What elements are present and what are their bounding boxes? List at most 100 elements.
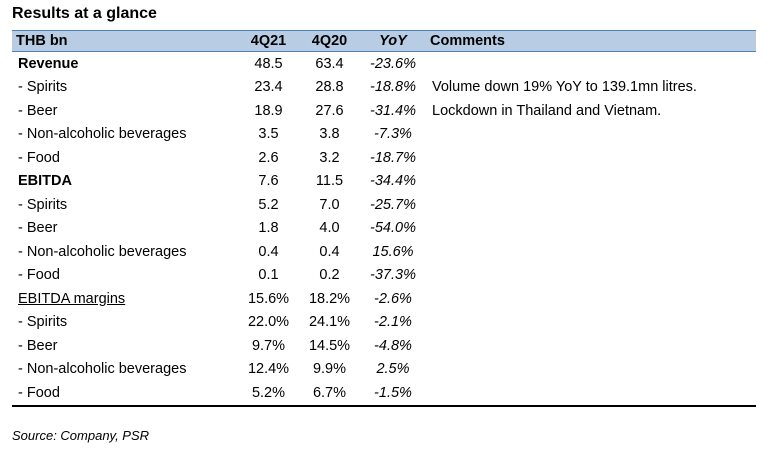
row-value-yoy: 15.6% — [372, 243, 414, 260]
row-comment — [426, 146, 756, 170]
row-value-yoy: -37.3% — [370, 267, 416, 284]
row-label: - Non-alcoholic beverages — [18, 126, 187, 143]
row-value-4q20: 3.2 — [319, 149, 340, 166]
table-row: - Spirits 23.4 28.8 -18.8% Volume down 1… — [12, 76, 756, 100]
row-label: EBITDA — [18, 173, 72, 190]
row-comment — [426, 311, 756, 335]
header-comments: Comments — [426, 30, 756, 52]
row-value-4q20: 27.6 — [315, 102, 344, 119]
row-value-4q20: 3.8 — [319, 126, 340, 143]
row-value-4q21: 3.5 — [258, 126, 279, 143]
row-value-4q21: 48.5 — [254, 55, 283, 72]
table-row: - Spirits 5.2 7.0 -25.7% — [12, 193, 756, 217]
row-value-yoy: -1.5% — [360, 381, 426, 407]
row-label: - Spirits — [18, 79, 68, 96]
table-row: - Spirits 22.0% 24.1% -2.1% — [12, 311, 756, 335]
row-comment — [426, 170, 756, 194]
table-row: - Beer 1.8 4.0 -54.0% — [12, 217, 756, 241]
header-4q21: 4Q21 — [238, 30, 299, 52]
row-comment — [426, 193, 756, 217]
table-row: - Non-alcoholic beverages 12.4% 9.9% 2.5… — [12, 358, 756, 382]
row-value-4q20: 24.1% — [308, 314, 351, 331]
row-comment — [426, 334, 756, 358]
table-row: - Beer 18.9 27.6 -31.4% Lockdown in Thai… — [12, 99, 756, 123]
table-row: - Food 2.6 3.2 -18.7% — [12, 146, 756, 170]
table-header-row: THB bn 4Q21 4Q20 YoY Comments — [12, 30, 756, 52]
row-label: - Food — [12, 381, 238, 407]
row-value-4q21: 5.2 — [258, 196, 279, 213]
row-value-4q20: 11.5 — [315, 173, 344, 190]
row-value-4q20: 0.2 — [319, 267, 340, 284]
source-note: Source: Company, PSR — [12, 428, 150, 443]
row-label: - Beer — [18, 102, 58, 119]
page-title: Results at a glance — [12, 5, 157, 22]
results-table: THB bn 4Q21 4Q20 YoY Comments Revenue 48… — [12, 30, 756, 407]
table-row: EBITDA 7.6 11.5 -34.4% — [12, 170, 756, 194]
row-comment — [426, 287, 756, 311]
row-label: - Beer — [18, 337, 58, 354]
row-comment — [426, 52, 756, 76]
row-value-yoy: -18.8% — [370, 79, 416, 96]
row-value-4q21: 15.6% — [247, 290, 290, 307]
row-label: - Non-alcoholic beverages — [18, 243, 187, 260]
row-label: - Spirits — [18, 314, 68, 331]
header-label: THB bn — [12, 30, 238, 52]
row-value-4q20: 18.2% — [308, 290, 351, 307]
results-table-container: THB bn 4Q21 4Q20 YoY Comments Revenue 48… — [12, 30, 756, 407]
row-value-yoy: -4.8% — [374, 337, 412, 354]
row-value-yoy: -18.7% — [370, 149, 416, 166]
table-row: EBITDA margins 15.6% 18.2% -2.6% — [12, 287, 756, 311]
row-value-4q20: 4.0 — [319, 220, 340, 237]
row-value-4q21: 1.8 — [258, 220, 279, 237]
row-value-4q20: 7.0 — [319, 196, 340, 213]
row-label: - Food — [18, 149, 60, 166]
table-row: Revenue 48.5 63.4 -23.6% — [12, 52, 756, 76]
row-comment — [426, 217, 756, 241]
row-value-4q20: 6.7% — [299, 381, 360, 407]
row-value-4q21: 7.6 — [258, 173, 279, 190]
row-comment — [426, 264, 756, 288]
row-value-yoy: -2.6% — [374, 290, 412, 307]
table-row: - Food 5.2% 6.7% -1.5% — [12, 381, 756, 407]
row-value-4q21: 0.1 — [258, 267, 279, 284]
row-value-yoy: -31.4% — [370, 102, 416, 119]
row-value-4q21: 18.9 — [254, 102, 283, 119]
row-value-4q20: 0.4 — [319, 243, 340, 260]
table-row: - Food 0.1 0.2 -37.3% — [12, 264, 756, 288]
row-value-yoy: 2.5% — [376, 361, 410, 378]
row-label: - Beer — [18, 220, 58, 237]
table-row: - Beer 9.7% 14.5% -4.8% — [12, 334, 756, 358]
row-value-4q21: 12.4% — [247, 361, 290, 378]
header-4q20: 4Q20 — [299, 30, 360, 52]
row-value-4q21: 0.4 — [258, 243, 279, 260]
row-value-4q21: 22.0% — [247, 314, 290, 331]
row-value-yoy: -34.4% — [370, 173, 416, 190]
row-comment: Lockdown in Thailand and Vietnam. — [432, 102, 662, 119]
row-value-yoy: -23.6% — [370, 55, 416, 72]
row-value-4q21: 9.7% — [251, 337, 286, 354]
row-value-yoy: -7.3% — [374, 126, 412, 143]
row-value-4q20: 9.9% — [312, 361, 347, 378]
row-value-4q20: 14.5% — [308, 337, 351, 354]
row-comment — [426, 358, 756, 382]
row-label: - Spirits — [18, 196, 68, 213]
row-comment: Volume down 19% YoY to 139.1mn litres. — [432, 79, 697, 96]
row-value-4q21: 5.2% — [238, 381, 299, 407]
header-yoy: YoY — [360, 30, 426, 52]
row-label: - Non-alcoholic beverages — [18, 361, 187, 378]
row-value-yoy: -25.7% — [370, 196, 416, 213]
row-value-4q21: 2.6 — [258, 149, 279, 166]
row-value-yoy: -54.0% — [370, 220, 416, 237]
row-value-4q21: 23.4 — [254, 79, 283, 96]
row-comment — [426, 123, 756, 147]
table-row: - Non-alcoholic beverages 3.5 3.8 -7.3% — [12, 123, 756, 147]
row-comment — [426, 240, 756, 264]
row-label: EBITDA margins — [18, 290, 126, 307]
row-value-4q20: 28.8 — [315, 79, 344, 96]
row-value-4q20: 63.4 — [315, 55, 344, 72]
table-row: - Non-alcoholic beverages 0.4 0.4 15.6% — [12, 240, 756, 264]
row-comment — [426, 381, 756, 407]
row-label: - Food — [18, 267, 60, 284]
row-label: Revenue — [18, 55, 79, 72]
row-value-yoy: -2.1% — [374, 314, 412, 331]
